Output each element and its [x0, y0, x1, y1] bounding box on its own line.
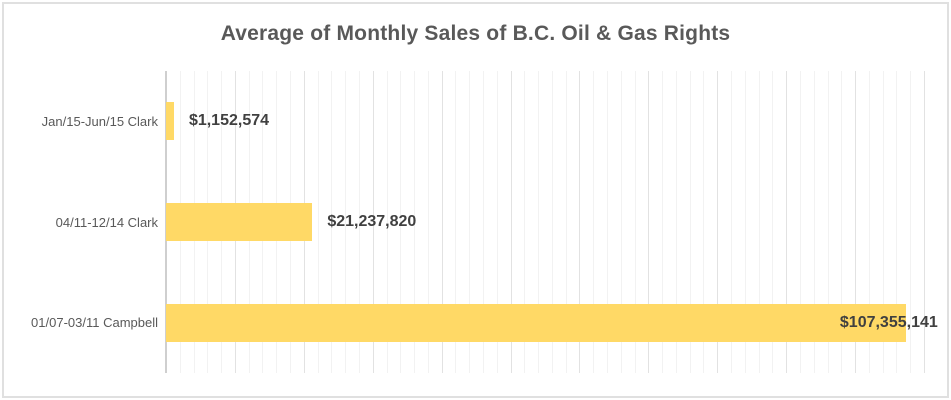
bar-rows: $1,152,574 $21,237,820 $107,355,141	[166, 71, 938, 373]
gridline	[731, 71, 733, 373]
gridline	[896, 71, 898, 373]
gridline	[427, 71, 429, 373]
gridline	[675, 71, 677, 373]
gridline	[689, 71, 691, 373]
gridline	[538, 71, 540, 373]
value-label: $107,355,141	[839, 313, 938, 331]
gridline	[786, 71, 788, 373]
gridline	[868, 71, 870, 373]
value-label: $21,237,820	[327, 213, 417, 230]
bar-row: $1,152,574	[166, 71, 924, 172]
bar	[166, 203, 313, 241]
gridline	[620, 71, 622, 373]
bar	[166, 303, 906, 342]
chart-title: Average of Monthly Sales of B.C. Oil & G…	[220, 22, 731, 45]
gridline	[910, 71, 912, 373]
gridline	[662, 71, 664, 373]
gridline	[524, 71, 526, 373]
gridline	[331, 71, 333, 373]
gridline	[317, 71, 319, 373]
gridline	[551, 71, 553, 373]
gridline	[400, 71, 402, 373]
gridline	[414, 71, 416, 373]
gridline	[455, 71, 457, 373]
gridline	[345, 71, 347, 373]
gridline	[593, 71, 595, 373]
gridline	[579, 71, 581, 373]
gridline	[358, 71, 360, 373]
gridline	[634, 71, 636, 373]
gridline	[482, 71, 484, 373]
gridline	[496, 71, 498, 373]
bar-row: $21,237,820	[166, 172, 924, 273]
gridline	[372, 71, 374, 373]
gridline	[717, 71, 719, 373]
bar	[166, 102, 174, 141]
gridline	[799, 71, 801, 373]
gridline	[758, 71, 760, 373]
gridline	[772, 71, 774, 373]
gridline	[813, 71, 815, 373]
gridline	[882, 71, 884, 373]
bar-row: $107,355,141	[166, 272, 938, 373]
gridline	[648, 71, 650, 373]
gridline	[841, 71, 843, 373]
gridline	[441, 71, 443, 373]
gridline	[703, 71, 705, 373]
category-axis: Jan/15-Jun/15 Clark 04/11-12/14 Clark 01/0…	[0, 71, 158, 373]
category-label: Jan/15-Jun/15 Clark	[41, 113, 158, 129]
gridline	[827, 71, 829, 373]
plot-area: $1,152,574 $21,237,820 $107,355,141	[165, 71, 938, 373]
gridline	[469, 71, 471, 373]
gridline	[924, 71, 925, 373]
gridline	[386, 71, 388, 373]
value-label: $1,152,574	[188, 112, 270, 130]
gridline	[855, 71, 857, 373]
category-label: 04/11-12/14 Clark	[55, 214, 158, 230]
gridline	[744, 71, 746, 373]
category-label: 01/07-03/11 Campbell	[31, 315, 158, 331]
gridline	[510, 71, 512, 373]
gridline	[607, 71, 609, 373]
gridline	[565, 71, 567, 373]
